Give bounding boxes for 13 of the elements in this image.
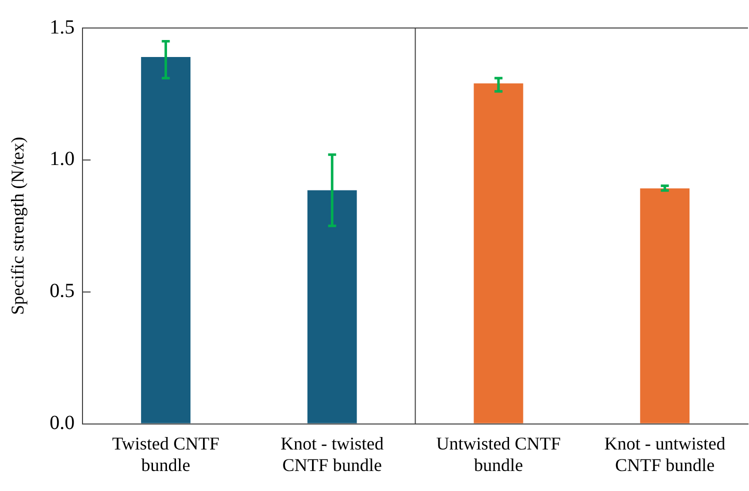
x-tick-label: Untwisted CNTF bundle	[436, 433, 561, 475]
x-tick-label: Knot - untwisted CNTF bundle	[604, 433, 726, 475]
x-tick-label: Knot - twisted CNTF bundle	[280, 433, 384, 475]
y-tick-label: 0.5	[50, 280, 75, 302]
bar	[307, 190, 357, 424]
bar	[141, 57, 190, 424]
bar	[640, 188, 690, 424]
y-tick-label: 0.0	[50, 412, 75, 434]
y-axis-title: Specific strength (N/tex)	[8, 136, 28, 315]
y-tick-label: 1.5	[50, 16, 75, 38]
x-tick-label: Twisted CNTF bundle	[112, 433, 220, 475]
y-tick-label: 1.0	[50, 148, 75, 170]
bar	[474, 83, 524, 424]
